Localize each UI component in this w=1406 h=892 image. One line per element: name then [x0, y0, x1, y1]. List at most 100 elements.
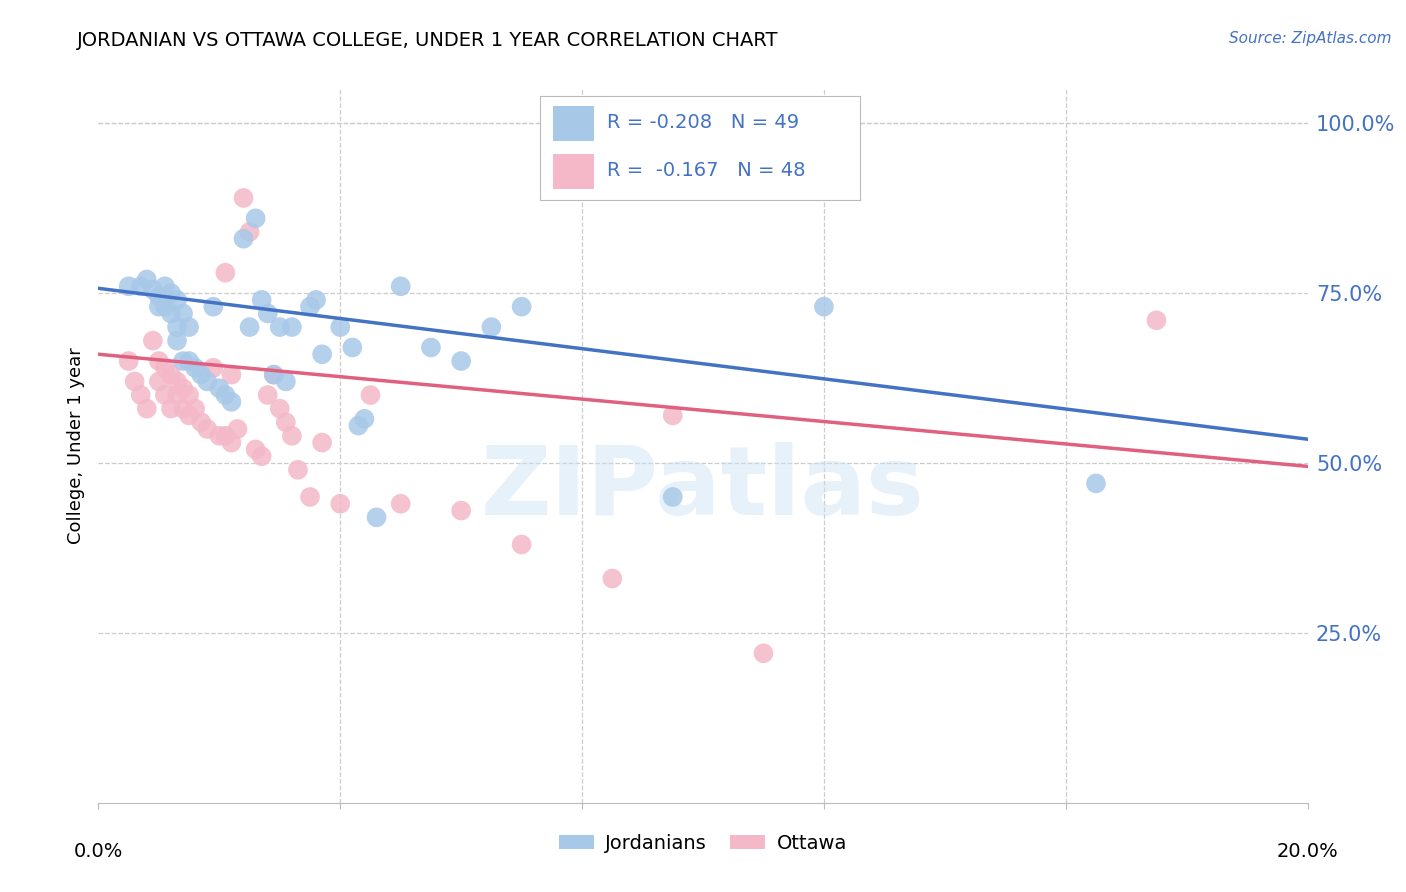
Point [208, 429, 231, 443]
Point [179, 388, 201, 402]
Point [148, 289, 170, 303]
Point [142, 334, 165, 348]
Point [166, 334, 188, 348]
Point [299, 490, 322, 504]
Point [118, 279, 141, 293]
Point [263, 368, 285, 382]
Point [135, 401, 157, 416]
Point [179, 409, 201, 423]
Point [202, 360, 225, 375]
Point [813, 300, 835, 314]
Point [166, 293, 188, 307]
Point [148, 300, 170, 314]
Point [347, 418, 370, 433]
Point [481, 320, 503, 334]
Point [299, 300, 322, 314]
Point [245, 442, 267, 457]
Legend: Jordanians, Ottawa: Jordanians, Ottawa [551, 826, 855, 861]
Y-axis label: College, Under 1 year: College, Under 1 year [66, 348, 84, 544]
Point [661, 409, 683, 423]
Point [190, 368, 212, 382]
Point [172, 354, 194, 368]
Point [510, 537, 533, 551]
Point [184, 401, 207, 416]
Point [124, 375, 146, 389]
Point [153, 388, 176, 402]
Point [195, 375, 218, 389]
Point [226, 422, 249, 436]
Point [256, 388, 278, 402]
Point [329, 497, 352, 511]
Point [166, 320, 188, 334]
Point [160, 306, 183, 320]
Point [184, 360, 207, 375]
Point [221, 394, 243, 409]
Point [274, 415, 297, 429]
Point [311, 435, 333, 450]
Point [1144, 313, 1167, 327]
Point [153, 360, 176, 375]
Point [269, 320, 291, 334]
Point [281, 320, 304, 334]
Point [166, 375, 188, 389]
Point [221, 435, 243, 450]
Point [450, 354, 472, 368]
Point [148, 375, 170, 389]
Point [245, 211, 267, 226]
Point [221, 368, 243, 382]
Point [129, 279, 152, 293]
Point [274, 375, 297, 389]
Point [172, 381, 194, 395]
Point [214, 388, 236, 402]
Point [360, 388, 382, 402]
Point [311, 347, 333, 361]
Point [232, 232, 254, 246]
Point [160, 401, 183, 416]
Text: Source: ZipAtlas.com: Source: ZipAtlas.com [1229, 31, 1392, 46]
Point [118, 354, 141, 368]
Point [287, 463, 309, 477]
Point [239, 225, 262, 239]
Point [135, 272, 157, 286]
Text: JORDANIAN VS OTTAWA COLLEGE, UNDER 1 YEAR CORRELATION CHART: JORDANIAN VS OTTAWA COLLEGE, UNDER 1 YEA… [77, 31, 779, 50]
Point [214, 429, 236, 443]
Point [420, 341, 443, 355]
Point [269, 401, 291, 416]
Point [153, 300, 176, 314]
Point [329, 320, 352, 334]
Point [342, 341, 364, 355]
Point [214, 266, 236, 280]
Point [752, 646, 775, 660]
Point [281, 429, 304, 443]
Point [305, 293, 328, 307]
Point [239, 320, 262, 334]
Point [661, 490, 683, 504]
Point [179, 354, 201, 368]
Point [256, 306, 278, 320]
Point [160, 286, 183, 301]
Point [1085, 476, 1108, 491]
Text: ZIPatlas: ZIPatlas [481, 442, 925, 535]
Point [148, 354, 170, 368]
Point [172, 401, 194, 416]
Point [179, 320, 201, 334]
Point [450, 503, 472, 517]
Text: 20.0%: 20.0% [1277, 842, 1339, 861]
Text: 0.0%: 0.0% [73, 842, 124, 861]
Point [142, 283, 165, 297]
Point [208, 381, 231, 395]
Point [166, 388, 188, 402]
Point [250, 293, 273, 307]
Point [232, 191, 254, 205]
Point [389, 497, 412, 511]
Point [160, 368, 183, 382]
Point [250, 449, 273, 463]
Point [602, 572, 624, 586]
Point [510, 300, 533, 314]
Point [129, 388, 152, 402]
Point [389, 279, 412, 293]
Point [153, 279, 176, 293]
Point [366, 510, 388, 524]
Point [190, 415, 212, 429]
Point [263, 368, 285, 382]
